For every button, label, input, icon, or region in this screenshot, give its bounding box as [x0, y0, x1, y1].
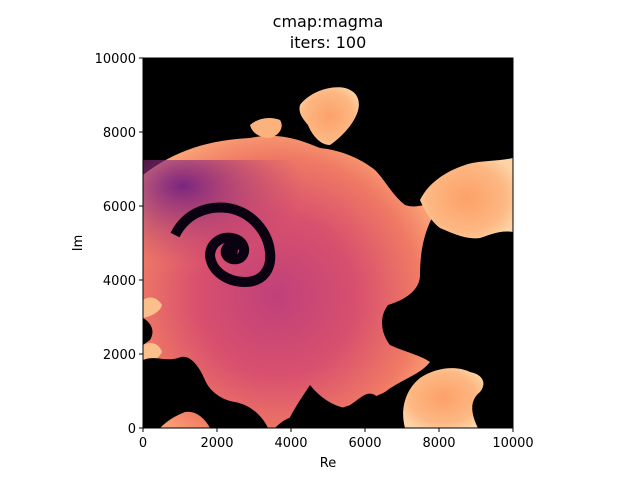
fractal-right-bulb — [420, 158, 513, 239]
fractal-bottom-right-bulb — [403, 368, 484, 428]
x-axis: 0 2000 4000 6000 8000 10000 — [139, 428, 534, 451]
y-tick-label: 8000 — [103, 126, 136, 141]
fractal-spiral-center — [224, 243, 238, 257]
y-tick-label: 10000 — [95, 52, 136, 67]
chart-title-line-2: iters: 100 — [289, 33, 367, 52]
plot-frame — [142, 57, 514, 429]
x-tick-label: 2000 — [200, 436, 233, 451]
fractal-left-edge-bulb-2 — [143, 342, 162, 362]
x-tick-label: 0 — [139, 436, 147, 451]
y-tick-label: 2000 — [103, 348, 136, 363]
x-tick-label: 6000 — [348, 436, 381, 451]
x-axis-label: Re — [320, 456, 336, 471]
y-tick-label: 4000 — [103, 274, 136, 289]
y-axis-label: Im — [71, 235, 86, 252]
y-axis: 0 2000 4000 6000 8000 10000 — [95, 52, 143, 437]
fractal-left-edge-bulb — [143, 297, 162, 318]
y-tick-label: 6000 — [103, 200, 136, 215]
fractal-dark-left-notch — [143, 318, 153, 345]
x-tick-label: 4000 — [274, 436, 307, 451]
y-tick-label: 0 — [128, 422, 136, 437]
fractal-small-bulb — [250, 117, 282, 138]
chart-title-line-1: cmap:magma — [272, 12, 384, 31]
fractal-top-bulb — [299, 87, 359, 145]
fractal-dark-bottom-middle — [285, 385, 400, 428]
fractal-dark-lower-left — [143, 356, 268, 428]
x-tick-label: 8000 — [422, 436, 455, 451]
x-tick-label: 10000 — [492, 436, 533, 451]
